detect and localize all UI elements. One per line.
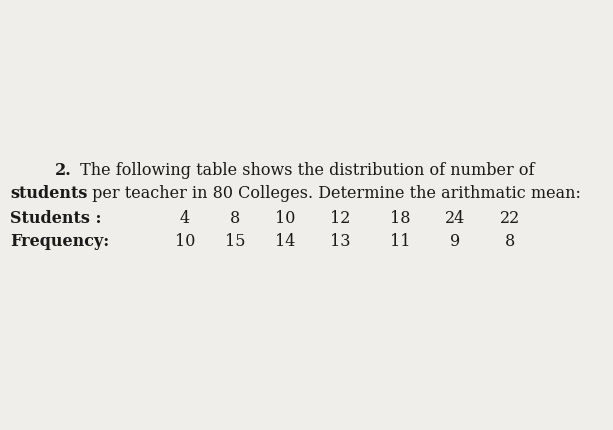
Text: The following table shows the distribution of number of: The following table shows the distributi… — [75, 162, 535, 179]
Text: Frequency:: Frequency: — [10, 233, 109, 250]
Text: Students :: Students : — [10, 210, 102, 227]
Text: 8: 8 — [230, 210, 240, 227]
Text: 4: 4 — [180, 210, 190, 227]
Text: 10: 10 — [175, 233, 195, 250]
Text: 18: 18 — [390, 210, 410, 227]
Text: 10: 10 — [275, 210, 295, 227]
Text: 13: 13 — [330, 233, 350, 250]
Text: 2.: 2. — [55, 162, 72, 179]
Text: 15: 15 — [225, 233, 245, 250]
Text: 9: 9 — [450, 233, 460, 250]
Text: 24: 24 — [445, 210, 465, 227]
Text: 14: 14 — [275, 233, 295, 250]
Text: 12: 12 — [330, 210, 350, 227]
Text: per teacher in 80 Colleges. Determine the arithmatic mean:: per teacher in 80 Colleges. Determine th… — [87, 185, 581, 202]
Text: 22: 22 — [500, 210, 520, 227]
Text: 8: 8 — [505, 233, 515, 250]
Text: students: students — [10, 185, 88, 202]
Text: 11: 11 — [390, 233, 410, 250]
